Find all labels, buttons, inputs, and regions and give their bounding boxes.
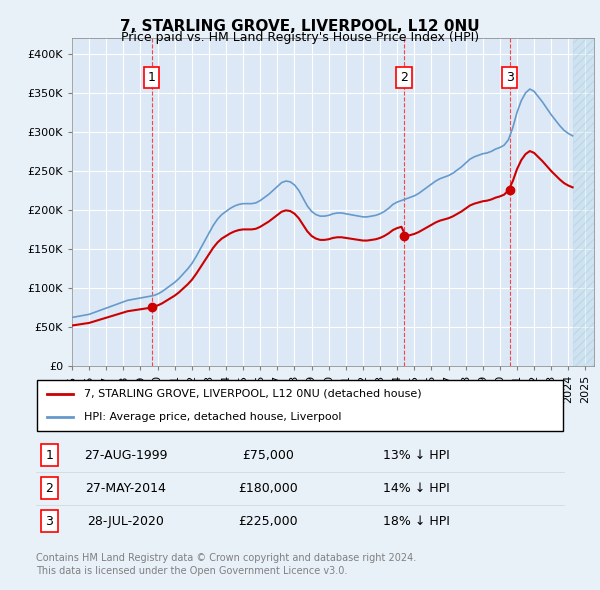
Text: £225,000: £225,000	[239, 514, 298, 528]
Text: Contains HM Land Registry data © Crown copyright and database right 2024.: Contains HM Land Registry data © Crown c…	[36, 553, 416, 563]
Text: 27-MAY-2014: 27-MAY-2014	[85, 481, 166, 495]
Text: 2: 2	[45, 481, 53, 495]
Text: 27-AUG-1999: 27-AUG-1999	[84, 448, 167, 462]
Text: HPI: Average price, detached house, Liverpool: HPI: Average price, detached house, Live…	[83, 412, 341, 422]
FancyBboxPatch shape	[37, 380, 563, 431]
Text: 14% ↓ HPI: 14% ↓ HPI	[383, 481, 449, 495]
Text: 7, STARLING GROVE, LIVERPOOL, L12 0NU (detached house): 7, STARLING GROVE, LIVERPOOL, L12 0NU (d…	[83, 389, 421, 399]
Text: This data is licensed under the Open Government Licence v3.0.: This data is licensed under the Open Gov…	[36, 566, 347, 576]
Text: 2: 2	[400, 71, 408, 84]
Text: 3: 3	[506, 71, 514, 84]
Text: 18% ↓ HPI: 18% ↓ HPI	[383, 514, 449, 528]
Bar	[572, 38, 594, 366]
Text: 13% ↓ HPI: 13% ↓ HPI	[383, 448, 449, 462]
Text: 3: 3	[45, 514, 53, 528]
Text: Price paid vs. HM Land Registry's House Price Index (HPI): Price paid vs. HM Land Registry's House …	[121, 31, 479, 44]
Text: £180,000: £180,000	[238, 481, 298, 495]
Text: 7, STARLING GROVE, LIVERPOOL, L12 0NU: 7, STARLING GROVE, LIVERPOOL, L12 0NU	[120, 19, 480, 34]
Text: £75,000: £75,000	[242, 448, 294, 462]
Text: 1: 1	[148, 71, 155, 84]
Text: 28-JUL-2020: 28-JUL-2020	[88, 514, 164, 528]
Text: 1: 1	[45, 448, 53, 462]
